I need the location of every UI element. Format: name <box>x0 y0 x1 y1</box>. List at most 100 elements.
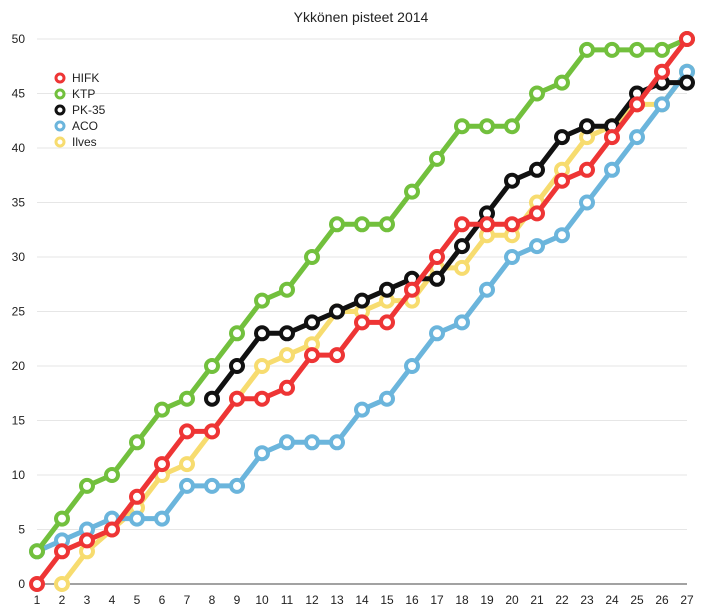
data-point-hifk <box>79 532 95 549</box>
x-tick-label: 5 <box>134 593 141 607</box>
data-point-hifk <box>554 172 570 189</box>
y-tick-label: 10 <box>12 468 26 482</box>
data-point-ktp <box>104 467 120 483</box>
data-point-ktp <box>129 434 145 451</box>
data-point-hifk <box>679 31 695 47</box>
data-point-pk-35 <box>579 118 595 135</box>
data-point-pk-35 <box>254 325 270 342</box>
data-point-ktp <box>454 118 470 135</box>
data-point-hifk <box>129 488 145 505</box>
data-point-ktp <box>304 249 320 265</box>
x-tick-label: 1 <box>34 593 41 607</box>
legend-label-aco: ACO <box>72 119 98 133</box>
data-point-aco <box>204 477 220 494</box>
x-tick-label: 17 <box>430 593 444 607</box>
data-point-aco <box>129 510 145 527</box>
data-point-aco <box>504 249 520 265</box>
x-tick-label: 2 <box>59 593 66 607</box>
data-point-hifk <box>354 314 370 331</box>
legend-label-ktp: KTP <box>72 87 95 101</box>
data-point-hifk <box>329 347 345 364</box>
y-tick-label: 40 <box>12 141 26 155</box>
x-tick-label: 18 <box>455 593 469 607</box>
x-tick-label: 22 <box>555 593 569 607</box>
x-tick-label: 4 <box>109 593 116 607</box>
y-tick-label: 0 <box>18 577 25 591</box>
series-hifk <box>29 31 695 592</box>
data-point-ktp <box>429 150 445 167</box>
data-point-aco <box>604 161 620 178</box>
y-tick-label: 45 <box>12 87 26 101</box>
x-tick-label: 8 <box>209 593 216 607</box>
data-point-aco <box>554 227 570 244</box>
data-point-ktp <box>279 281 295 298</box>
grid-layer <box>37 38 687 530</box>
data-point-aco <box>454 314 470 331</box>
x-tick-label: 16 <box>405 593 419 607</box>
data-point-aco <box>329 434 345 451</box>
data-point-pk-35 <box>554 129 570 146</box>
data-point-pk-35 <box>279 325 295 342</box>
legend-marker-hifk <box>54 72 66 84</box>
data-point-ktp <box>529 85 545 102</box>
y-tick-label: 15 <box>12 414 26 428</box>
x-axis-ticks: 1 2 3 4 5 6 7 8 9 10 11 12 13 14 15 16 17 18 19 20 21 22 23 24 2… <box>34 593 694 607</box>
x-tick-label: 23 <box>580 593 594 607</box>
data-point-aco <box>304 434 320 451</box>
data-point-hifk <box>254 390 270 407</box>
data-point-pk-35 <box>204 390 220 407</box>
data-point-pk-35 <box>454 238 470 255</box>
data-point-aco <box>279 434 295 451</box>
x-tick-label: 19 <box>480 593 494 607</box>
data-point-pk-35 <box>379 281 395 298</box>
data-point-aco <box>354 401 370 418</box>
data-point-hifk <box>29 576 45 592</box>
data-point-pk-35 <box>429 270 445 287</box>
x-tick-label: 6 <box>159 593 166 607</box>
data-point-ktp <box>504 118 520 135</box>
x-tick-label: 20 <box>505 593 519 607</box>
data-point-pk-35 <box>679 74 695 91</box>
data-point-ktp <box>604 41 620 58</box>
legend-marker-ilves <box>54 136 66 148</box>
x-tick-label: 11 <box>281 593 294 607</box>
x-tick-label: 25 <box>630 593 644 607</box>
x-tick-label: 14 <box>355 593 369 607</box>
data-point-hifk <box>604 129 620 146</box>
data-point-aco <box>404 358 420 374</box>
data-point-ktp <box>79 477 95 494</box>
y-tick-label: 20 <box>12 359 26 373</box>
data-point-ktp <box>404 183 420 200</box>
series-aco <box>29 63 695 560</box>
data-point-hifk <box>479 216 495 233</box>
data-point-ktp <box>29 543 45 560</box>
y-tick-label: 30 <box>12 250 26 264</box>
data-point-hifk <box>54 543 70 560</box>
data-point-aco <box>429 325 445 342</box>
data-point-ktp <box>554 74 570 91</box>
legend-marker-ktp <box>54 88 66 100</box>
data-point-aco <box>579 194 595 211</box>
data-point-ktp <box>229 325 245 342</box>
data-point-hifk <box>279 379 295 396</box>
x-tick-label: 13 <box>330 593 344 607</box>
y-tick-label: 50 <box>12 32 26 46</box>
data-point-ktp <box>579 41 595 58</box>
data-point-ktp <box>354 216 370 233</box>
x-tick-label: 7 <box>184 593 191 607</box>
data-point-hifk <box>379 314 395 331</box>
series-line-ilves <box>59 69 690 587</box>
data-point-hifk <box>579 161 595 178</box>
data-point-ktp <box>379 216 395 233</box>
data-point-ktp <box>479 118 495 135</box>
data-point-aco <box>479 281 495 298</box>
data-point-ktp <box>179 390 195 407</box>
x-tick-label: 3 <box>84 593 91 607</box>
x-tick-label: 27 <box>680 593 694 607</box>
y-tick-label: 25 <box>12 305 26 319</box>
series-ilves <box>54 63 695 592</box>
legend-label-hifk: HIFK <box>72 71 99 85</box>
data-point-ktp <box>204 358 220 374</box>
legend-label-ilves: Ilves <box>72 135 97 149</box>
